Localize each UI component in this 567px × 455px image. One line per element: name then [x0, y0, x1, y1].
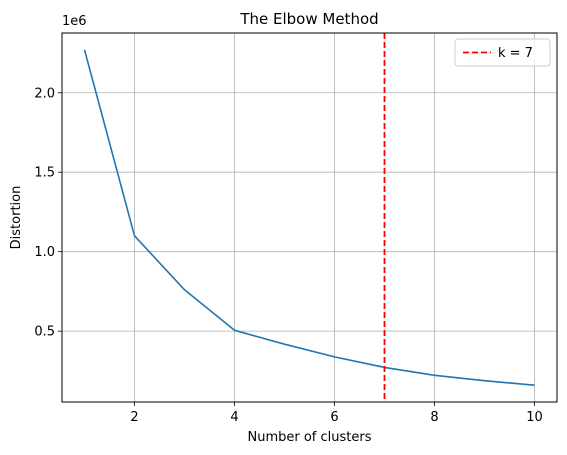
grid [62, 33, 557, 402]
series-line [83, 49, 535, 386]
y-axis-label: Distortion [9, 186, 24, 250]
x-axis-ticks: 2 4 6 8 10 [130, 402, 543, 425]
chart-title: The Elbow Method [239, 10, 378, 28]
y-axis-ticks: 0.5 1.0 1.5 2.0 [34, 86, 62, 340]
y-tick-label: 0.5 [34, 325, 55, 340]
axes-frame [61, 32, 558, 403]
plot-area [83, 33, 535, 402]
y-tick-label: 1.0 [34, 245, 55, 260]
y-tick-label: 1.5 [34, 166, 55, 181]
legend-box [454, 38, 551, 67]
x-tick-label: 10 [526, 410, 543, 425]
x-axis-label: Number of clusters [247, 430, 371, 445]
x-tick-label: 8 [430, 410, 438, 425]
x-tick-label: 6 [330, 410, 338, 425]
x-tick-label: 2 [130, 410, 138, 425]
x-tick-label: 4 [230, 410, 238, 425]
legend-label: k = 7 [498, 46, 533, 61]
y-offset-label: 1e6 [62, 14, 87, 29]
y-tick-label: 2.0 [34, 86, 55, 101]
legend: k = 7 [454, 38, 551, 67]
